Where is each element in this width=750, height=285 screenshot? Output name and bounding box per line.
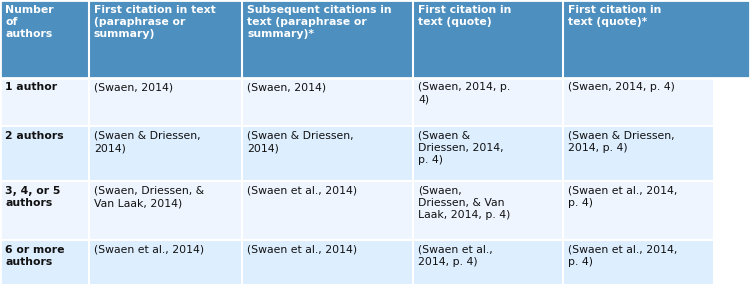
Bar	[0, 126, 88, 181]
Text: (Swaen, 2014): (Swaen, 2014)	[248, 82, 327, 92]
Text: First citation in
text (quote): First citation in text (quote)	[419, 5, 512, 27]
Bar	[413, 78, 563, 126]
Text: (Swaen, Driessen, &
Van Laak, 2014): (Swaen, Driessen, & Van Laak, 2014)	[94, 186, 204, 208]
Text: (Swaen et al., 2014): (Swaen et al., 2014)	[94, 245, 204, 255]
Bar	[88, 181, 242, 240]
Text: (Swaen & Driessen,
2014): (Swaen & Driessen, 2014)	[94, 131, 200, 153]
Bar	[0, 78, 88, 126]
Text: (Swaen, 2014, p. 4): (Swaen, 2014, p. 4)	[568, 82, 675, 92]
Text: 2 authors: 2 authors	[5, 131, 64, 141]
Bar	[0, 240, 88, 285]
Text: 1 author: 1 author	[5, 82, 57, 92]
Bar	[242, 78, 413, 126]
Text: 3, 4, or 5
authors: 3, 4, or 5 authors	[5, 186, 61, 208]
Bar	[563, 181, 713, 240]
Text: (Swaen & Driessen,
2014): (Swaen & Driessen, 2014)	[248, 131, 354, 153]
Text: (Swaen et al.,
2014, p. 4): (Swaen et al., 2014, p. 4)	[419, 245, 494, 267]
Bar	[413, 181, 563, 240]
Bar	[563, 78, 713, 126]
Text: (Swaen et al., 2014): (Swaen et al., 2014)	[248, 245, 358, 255]
Text: (Swaen, 2014): (Swaen, 2014)	[94, 82, 172, 92]
Text: (Swaen et al., 2014,
p. 4): (Swaen et al., 2014, p. 4)	[568, 186, 678, 208]
Text: (Swaen et al., 2014,
p. 4): (Swaen et al., 2014, p. 4)	[568, 245, 678, 267]
Bar	[413, 126, 563, 181]
Text: First citation in
text (quote)*: First citation in text (quote)*	[568, 5, 662, 27]
Text: (Swaen et al., 2014): (Swaen et al., 2014)	[248, 186, 358, 196]
Bar	[242, 181, 413, 240]
Text: (Swaen, 2014, p.
4): (Swaen, 2014, p. 4)	[419, 82, 511, 105]
Bar	[0, 181, 88, 240]
Text: First citation in text
(paraphrase or
summary): First citation in text (paraphrase or su…	[94, 5, 215, 39]
Text: Subsequent citations in
text (paraphrase or
summary)*: Subsequent citations in text (paraphrase…	[248, 5, 392, 39]
Bar	[413, 240, 563, 285]
Bar	[88, 126, 242, 181]
Text: 6 or more
authors: 6 or more authors	[5, 245, 64, 267]
Text: (Swaen,
Driessen, & Van
Laak, 2014, p. 4): (Swaen, Driessen, & Van Laak, 2014, p. 4…	[419, 186, 511, 220]
Bar	[88, 78, 242, 126]
Bar	[88, 240, 242, 285]
Bar	[242, 240, 413, 285]
Bar	[563, 126, 713, 181]
Text: (Swaen &
Driessen, 2014,
p. 4): (Swaen & Driessen, 2014, p. 4)	[419, 131, 504, 166]
Text: Number
of
authors: Number of authors	[5, 5, 54, 39]
Bar	[0, 0, 750, 78]
Bar	[563, 240, 713, 285]
Bar	[242, 126, 413, 181]
Text: (Swaen & Driessen,
2014, p. 4): (Swaen & Driessen, 2014, p. 4)	[568, 131, 675, 153]
